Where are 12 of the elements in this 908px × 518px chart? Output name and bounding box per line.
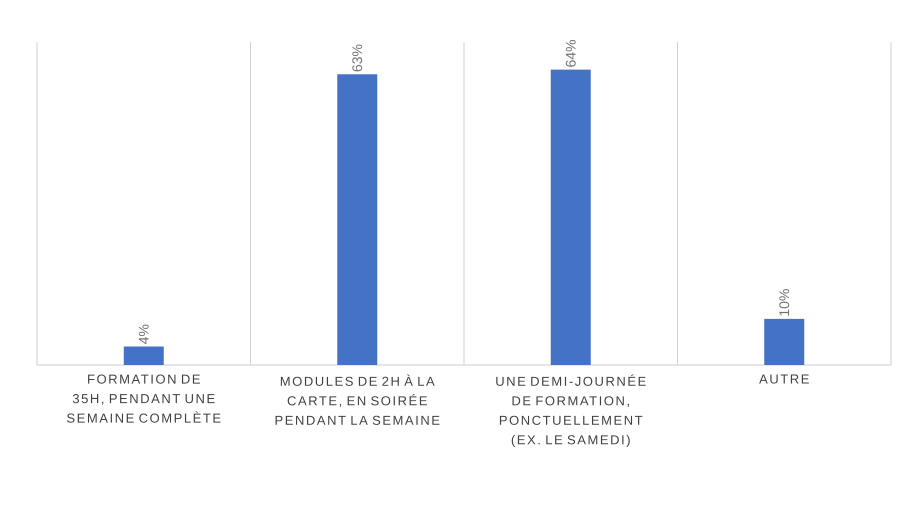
x-tick-label: MODULES DE 2H À LA CARTE, EN SOIRÉE PENDANT LA SEMAINE: [276, 374, 440, 425]
data-label: 10%: [779, 289, 790, 316]
bar: [337, 74, 378, 365]
data-label: 4%: [138, 324, 149, 344]
bar: [764, 318, 804, 365]
data-label: 64%: [566, 40, 576, 67]
x-tick-label: AUTRE: [759, 374, 809, 384]
x-tick-label: FORMATION DE 35H, PENDANT UNE SEMAINE COMPLÈTE: [67, 374, 221, 423]
bar: [124, 346, 164, 365]
data-label: 63%: [352, 44, 362, 72]
x-tick-label: UNE DEMI-JOURNÉE DE FORMATION, PONCTUELLEMENT (EX. LE SAMEDI): [496, 374, 646, 447]
bar: [550, 70, 591, 365]
